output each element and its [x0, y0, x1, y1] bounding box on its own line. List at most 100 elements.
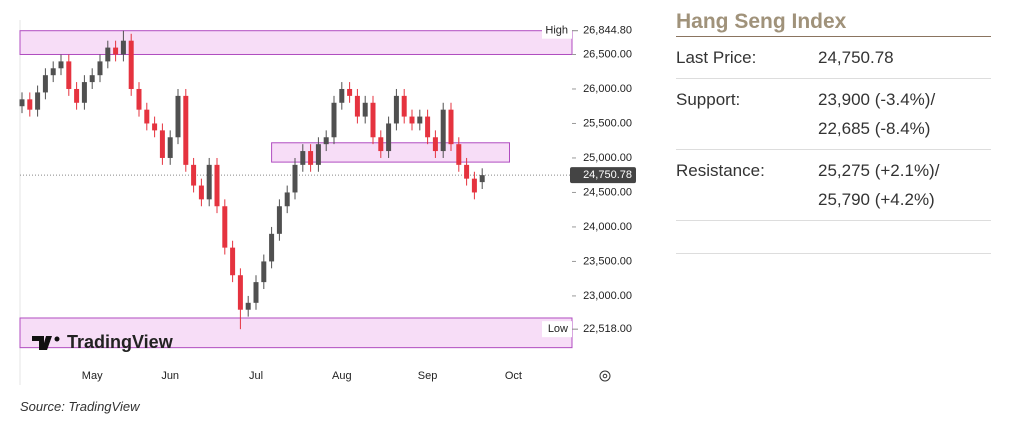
x-tick-label: May [82, 370, 103, 382]
table-row: Support: 23,900 (-3.4%)/ 22,685 (-8.4%) [676, 79, 991, 150]
table-row: Resistance: 25,275 (+2.1%)/ 25,790 (+4.2%) [676, 150, 991, 221]
candle-body [401, 95, 407, 117]
candle-body [167, 137, 173, 158]
candle-body [50, 68, 56, 76]
candle-body [253, 282, 259, 303]
candle-body [456, 144, 462, 165]
candle-body [300, 151, 306, 165]
candle-body [261, 261, 267, 283]
zone-label: 22,518.00 [583, 323, 632, 335]
row-value: 23,900 (-3.4%)/ 22,685 (-8.4%) [818, 85, 935, 143]
candle-body [378, 137, 384, 152]
x-tick-label: Jun [161, 370, 179, 382]
candle-body [198, 185, 204, 200]
candle-body [152, 123, 158, 131]
table-row: Last Price: 24,750.78 [676, 37, 991, 79]
candle-body [284, 192, 290, 207]
candle-body [222, 206, 228, 248]
zone-tag [542, 22, 572, 39]
candle-body [230, 247, 236, 276]
y-tick-label: 25,500.00 [583, 117, 632, 129]
table-title: Hang Seng Index [676, 10, 991, 37]
candle-body [269, 233, 275, 262]
candle-body [471, 178, 477, 193]
row-label: Support: [676, 90, 741, 109]
candle-body [425, 116, 431, 138]
candle-body [66, 61, 72, 89]
candle-body [409, 116, 415, 124]
candle-body [206, 164, 212, 200]
candle-body [479, 175, 485, 183]
candle-body [237, 275, 243, 310]
value-line: 22,685 (-8.4%) [818, 119, 931, 138]
candle-body [74, 88, 80, 103]
value-line: 25,275 (+2.1%)/ [818, 161, 940, 180]
zone [19, 30, 573, 55]
candle-body [440, 109, 446, 152]
candle-body [113, 47, 119, 55]
row-value: 24,750.78 [818, 43, 894, 72]
candle-body [323, 137, 329, 145]
x-tick-label: Jul [249, 370, 263, 382]
x-tick-label: Oct [505, 370, 522, 382]
candle-body [81, 82, 87, 103]
candle-body [292, 164, 298, 193]
candle-body [183, 95, 189, 165]
y-tick-label: 24,000.00 [583, 221, 632, 233]
candle-body [89, 75, 95, 83]
row-value: 25,275 (+2.1%)/ 25,790 (+4.2%) [818, 156, 939, 214]
candle-body [393, 95, 399, 124]
last-price-tag [570, 167, 636, 184]
candle-body [432, 137, 438, 152]
y-tick-label: 26,500.00 [583, 48, 632, 60]
watermark-text: TradingView [67, 332, 174, 352]
candle-body [362, 102, 368, 117]
candle-body [339, 88, 345, 103]
zone-tag [542, 321, 572, 338]
y-tick-label: 23,000.00 [583, 290, 632, 302]
source: Source: TradingView [20, 399, 140, 414]
zone-name: High [545, 25, 568, 37]
value-line: 25,790 (+4.2%) [818, 190, 935, 209]
candle-body [97, 61, 103, 76]
candle-body [331, 102, 337, 138]
candle-body [354, 95, 360, 117]
candle-body [35, 92, 41, 110]
candle-body [245, 302, 251, 310]
value-line: 23,900 (-3.4%)/ [818, 90, 936, 109]
settings-icon[interactable] [599, 370, 611, 382]
candle-body [214, 164, 220, 207]
candle-body [128, 40, 134, 89]
candle-body [276, 206, 282, 234]
x-tick-label: Sep [418, 370, 438, 382]
info-table: Hang Seng Index Last Price: 24,750.78 Supp… [676, 10, 991, 254]
candle-body [386, 123, 392, 152]
candle-body [105, 47, 111, 62]
candle-body [58, 61, 64, 69]
zone-label: 26,844.80 [583, 25, 632, 37]
candle-body [347, 88, 353, 96]
candle-body [144, 109, 150, 124]
candle-body [370, 102, 376, 138]
zone-name: Low [548, 323, 568, 335]
y-tick-label: 23,500.00 [583, 255, 632, 267]
candle-body [120, 40, 126, 55]
row-label: Resistance: [676, 161, 765, 180]
row-label: Last Price: [676, 48, 757, 67]
y-tick-label: 26,000.00 [583, 83, 632, 95]
candle-body [19, 99, 25, 107]
y-tick-label: 25,000.00 [583, 152, 632, 164]
table-spacer [676, 221, 991, 254]
candle-body [315, 144, 321, 165]
chart: High 26,844.80 Low 22,518.00 26,500.00 26,000… [19, 20, 636, 385]
candle-body [464, 164, 470, 179]
candle-body [159, 130, 165, 158]
candle-body [448, 109, 454, 145]
value-line: 24,750.78 [818, 48, 894, 67]
x-tick-label: Aug [332, 370, 352, 382]
candle-body [308, 151, 314, 165]
candle-body [417, 116, 423, 124]
candle-body [175, 95, 181, 138]
zone [19, 317, 573, 349]
